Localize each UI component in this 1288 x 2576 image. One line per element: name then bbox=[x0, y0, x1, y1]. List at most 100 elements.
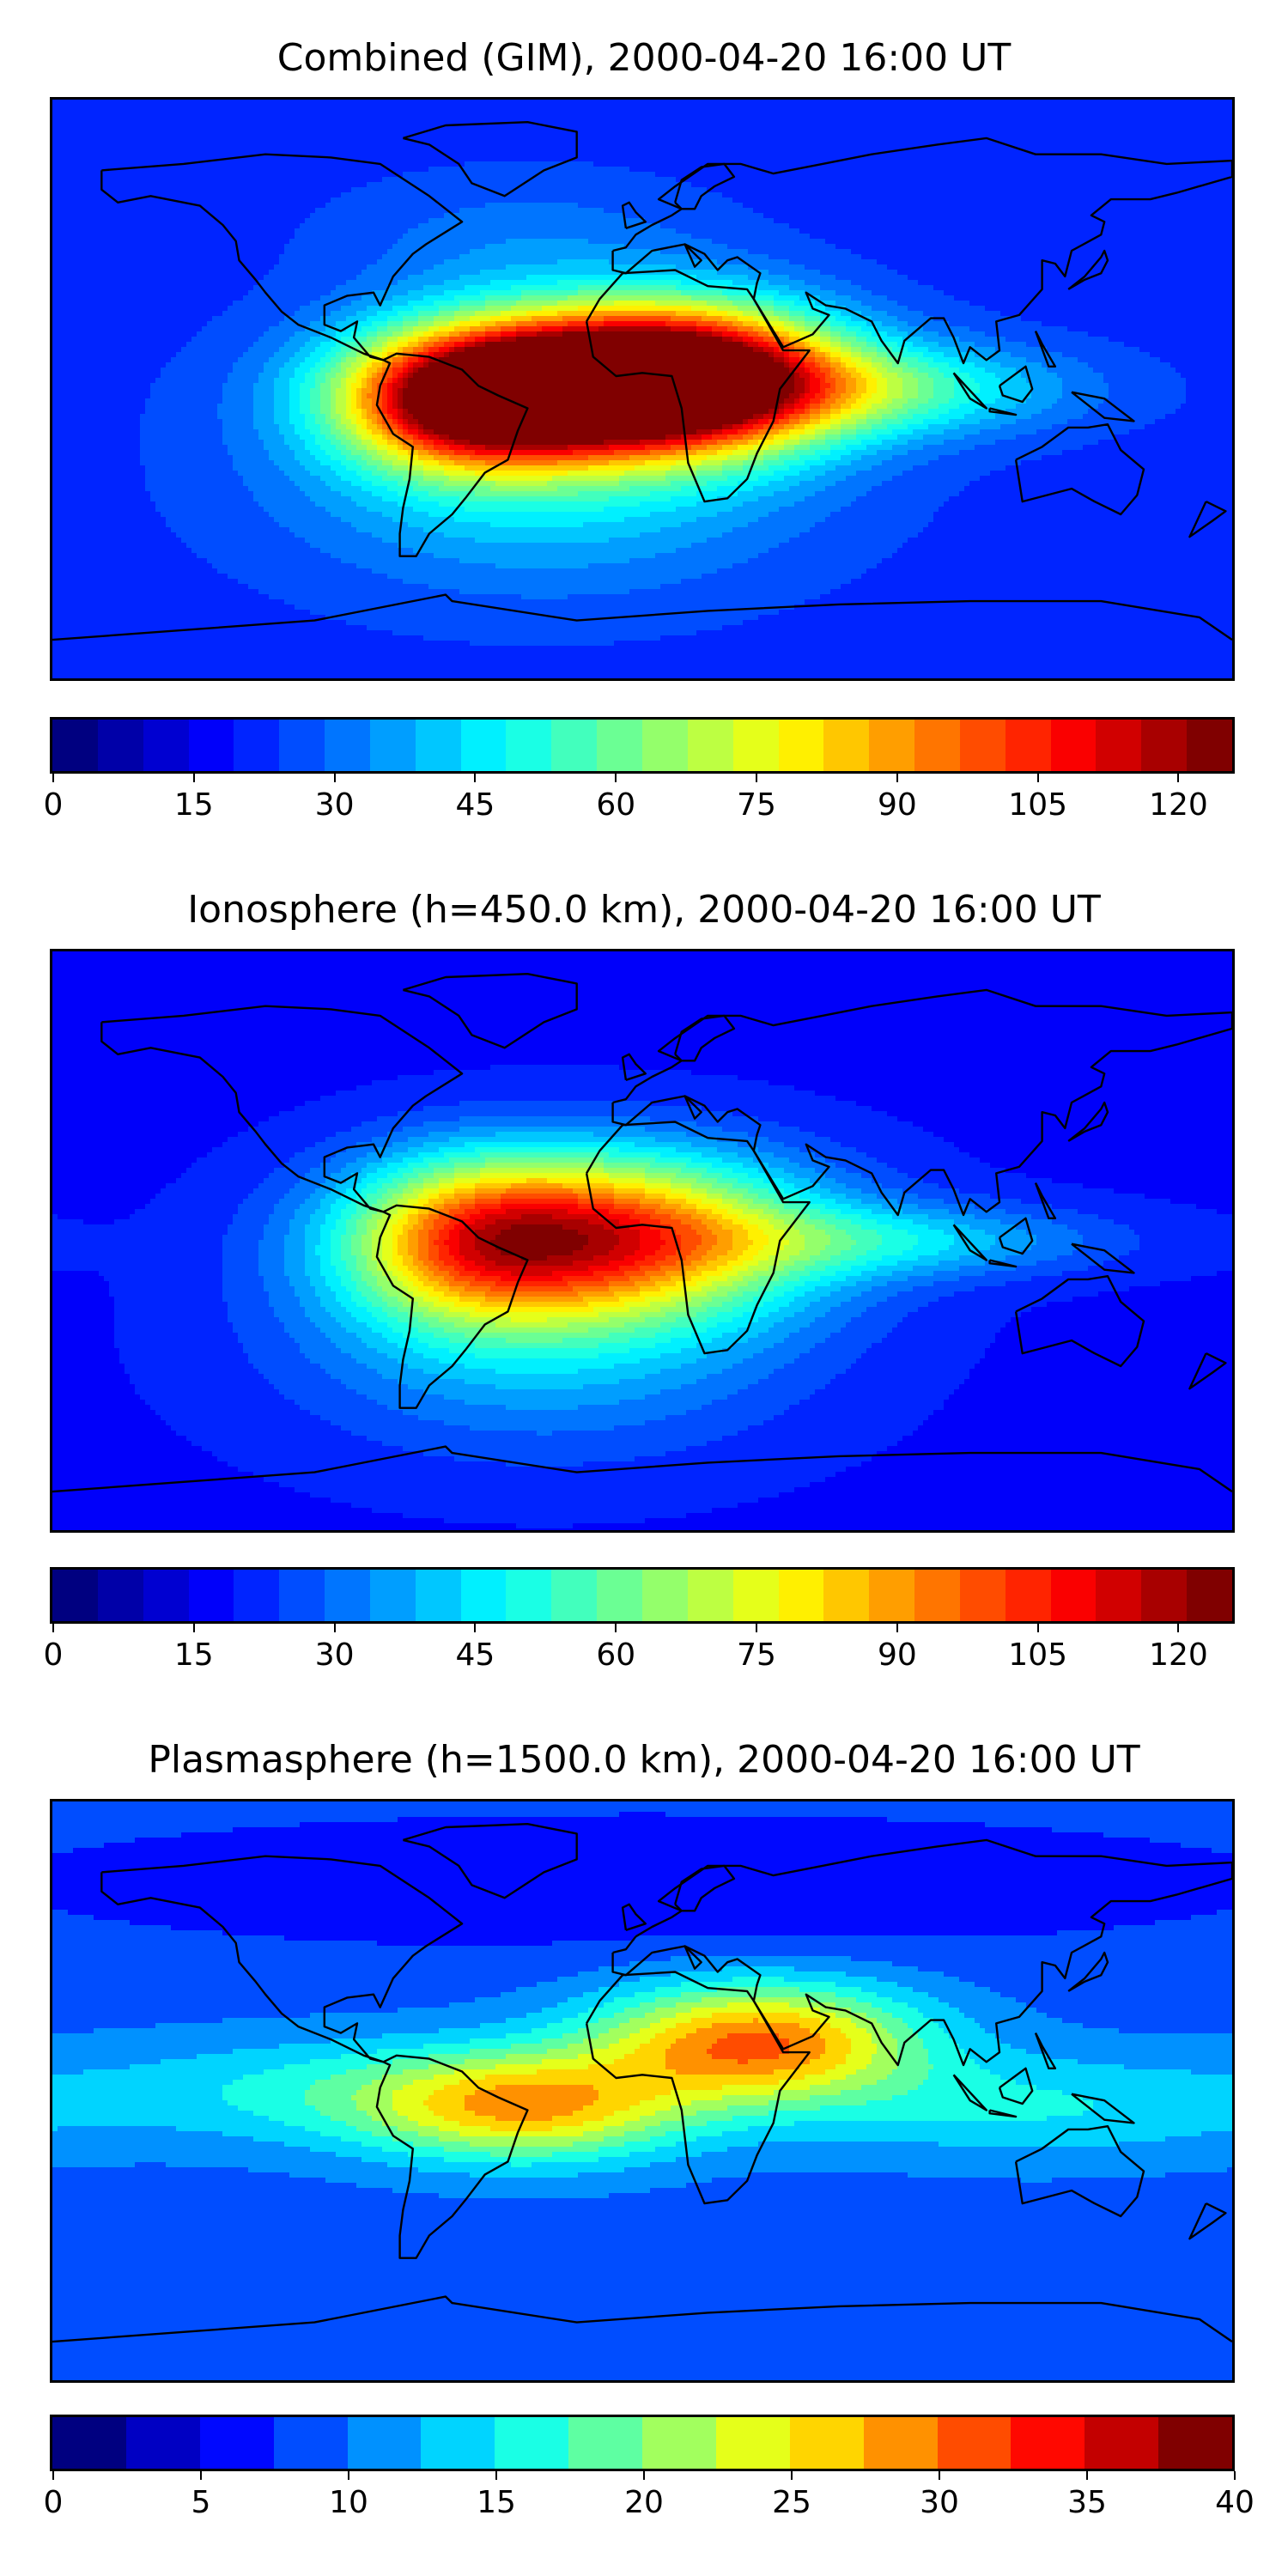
colorbar-tick bbox=[791, 2471, 793, 2480]
colorbar-tick bbox=[756, 1624, 757, 1632]
colorbar-tick-label: 105 bbox=[1008, 787, 1067, 823]
colorbar-tick bbox=[193, 774, 195, 782]
colorbar-segment bbox=[1096, 1570, 1141, 1621]
colorbar-segment bbox=[52, 1570, 98, 1621]
contour-fill bbox=[52, 100, 1232, 678]
colorbar-tick-label: 75 bbox=[737, 787, 776, 823]
colorbar-segment bbox=[551, 720, 597, 771]
colorbar-tick bbox=[939, 2471, 940, 2480]
colorbar-segment bbox=[1096, 720, 1141, 771]
colorbar-segment bbox=[461, 1570, 507, 1621]
map-ionosphere bbox=[50, 949, 1235, 1533]
colorbar-segment bbox=[274, 2417, 348, 2469]
colorbar-tick-label: 0 bbox=[44, 2485, 64, 2520]
colorbar-segment bbox=[960, 1570, 1005, 1621]
colorbar-tick bbox=[1177, 774, 1179, 782]
colorbar-segment bbox=[143, 1570, 189, 1621]
colorbar-tick bbox=[52, 774, 54, 782]
colorbar-segment bbox=[370, 1570, 416, 1621]
colorbar-segment bbox=[869, 1570, 914, 1621]
colorbar-tick bbox=[756, 774, 757, 782]
colorbar-segment bbox=[914, 720, 960, 771]
colorbar-segment bbox=[126, 2417, 200, 2469]
colorbar-segment bbox=[325, 1570, 370, 1621]
colorbar-tick-label: 45 bbox=[456, 1637, 495, 1673]
colorbar-segment bbox=[506, 1570, 551, 1621]
colorbar-tick bbox=[1037, 1624, 1039, 1632]
colorbar-segment bbox=[779, 720, 824, 771]
colorbar-segment bbox=[1141, 1570, 1187, 1621]
colorbar-segment bbox=[279, 1570, 325, 1621]
contour-map-plasmasphere bbox=[52, 1801, 1232, 2380]
colorbar-tick bbox=[615, 1624, 617, 1632]
map-plasmasphere bbox=[50, 1799, 1235, 2383]
colorbar-segment bbox=[461, 720, 507, 771]
colorbar-tick bbox=[1086, 2471, 1088, 2480]
colorbar-segment bbox=[189, 720, 234, 771]
contour-map-ionosphere bbox=[52, 951, 1232, 1530]
colorbar-segment bbox=[200, 2417, 274, 2469]
colorbar-segment bbox=[1084, 2417, 1158, 2469]
colorbar-segment bbox=[1005, 720, 1051, 771]
colorbar-segment bbox=[1187, 1570, 1232, 1621]
colorbar-tick-label: 5 bbox=[191, 2485, 211, 2520]
chart-title-ionosphere: Ionosphere (h=450.0 km), 2000-04-20 16:0… bbox=[52, 886, 1236, 934]
colorbar-tick-label: 30 bbox=[315, 1637, 355, 1673]
colorbar-tick bbox=[495, 2471, 497, 2480]
colorbar-segment bbox=[779, 1570, 824, 1621]
contour-fill bbox=[52, 1801, 1232, 2380]
colorbar-segment bbox=[733, 720, 779, 771]
colorbar-tick-label: 15 bbox=[174, 787, 214, 823]
colorbar-segment bbox=[1158, 2417, 1232, 2469]
map-combined bbox=[50, 97, 1235, 681]
colorbar-segment bbox=[416, 720, 461, 771]
colorbar-combined bbox=[50, 717, 1235, 774]
colorbar-segment bbox=[642, 720, 688, 771]
colorbar-segment bbox=[370, 720, 416, 771]
colorbar-tick-label: 120 bbox=[1149, 1637, 1208, 1673]
contour-map-combined bbox=[52, 100, 1232, 678]
colorbar-tick-label: 20 bbox=[624, 2485, 664, 2520]
colorbar-segment bbox=[279, 720, 325, 771]
colorbar-tick-label: 15 bbox=[174, 1637, 214, 1673]
colorbar-tick-label: 105 bbox=[1008, 1637, 1067, 1673]
colorbar-plasmasphere bbox=[50, 2415, 1235, 2471]
colorbar-segment bbox=[143, 720, 189, 771]
colorbar-segment bbox=[551, 1570, 597, 1621]
chart-title-combined: Combined (GIM), 2000-04-20 16:00 UT bbox=[52, 34, 1236, 82]
colorbar-segment bbox=[1051, 720, 1097, 771]
colorbar-tick bbox=[615, 774, 617, 782]
colorbar-segment bbox=[642, 1570, 688, 1621]
colorbar-tick bbox=[52, 1624, 54, 1632]
colorbar-tick-label: 60 bbox=[596, 787, 635, 823]
colorbar-tick-label: 90 bbox=[878, 787, 917, 823]
colorbar-segment bbox=[189, 1570, 234, 1621]
chart-title-plasmasphere: Plasmasphere (h=1500.0 km), 2000-04-20 1… bbox=[52, 1736, 1236, 1784]
colorbar-tick-label: 45 bbox=[456, 787, 495, 823]
colorbar-tick bbox=[200, 2471, 202, 2480]
colorbar-segment bbox=[790, 2417, 864, 2469]
colorbar-segment bbox=[1051, 1570, 1097, 1621]
colorbar-segment bbox=[325, 720, 370, 771]
colorbar-segment bbox=[495, 2417, 568, 2469]
colorbar-segment bbox=[823, 1570, 869, 1621]
colorbar-segment bbox=[716, 2417, 790, 2469]
colorbar-tick bbox=[474, 1624, 476, 1632]
colorbar-segment bbox=[597, 1570, 642, 1621]
colorbar-segment bbox=[506, 720, 551, 771]
colorbar-segment bbox=[234, 1570, 279, 1621]
colorbar-tick bbox=[193, 1624, 195, 1632]
colorbar-tick bbox=[643, 2471, 645, 2480]
colorbar-segment bbox=[688, 1570, 733, 1621]
colorbar-segment bbox=[938, 2417, 1012, 2469]
colorbar-tick-label: 90 bbox=[878, 1637, 917, 1673]
contour-fill bbox=[52, 951, 1232, 1530]
colorbar-ticks-plasmasphere: 0 5 10 15 20 25 30 35 40 bbox=[52, 2471, 1236, 2523]
colorbar-tick-label: 30 bbox=[315, 787, 355, 823]
colorbar-tick bbox=[334, 1624, 336, 1632]
colorbar-segment bbox=[823, 720, 869, 771]
colorbar-segment bbox=[1011, 2417, 1084, 2469]
colorbar-tick-label: 0 bbox=[44, 787, 64, 823]
colorbar-segment bbox=[234, 720, 279, 771]
colorbar-tick bbox=[474, 774, 476, 782]
